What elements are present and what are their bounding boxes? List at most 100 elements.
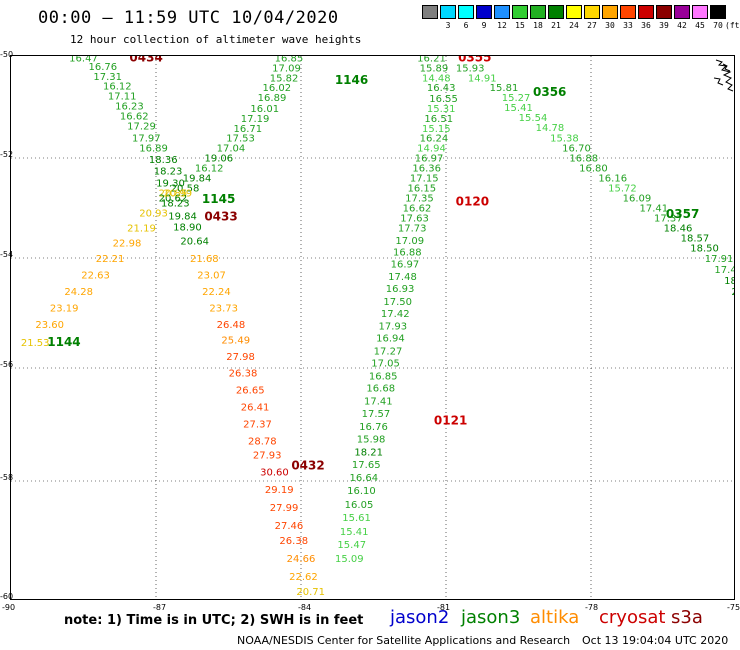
scale-label: 36	[641, 21, 651, 30]
page-subtitle: 12 hour collection of altimeter wave hei…	[70, 33, 362, 46]
wave-height-value: 18.50	[690, 244, 719, 255]
wave-height-value: 16.15	[408, 184, 437, 195]
wave-height-value: 16.97	[415, 154, 444, 165]
wave-height-value: 17.29	[127, 121, 156, 132]
wave-height-value: 19.06	[205, 154, 234, 165]
wave-height-value: 22.21	[96, 254, 125, 265]
wave-height-value: 15.09	[335, 554, 364, 565]
wave-height-value: 17.11	[108, 92, 137, 103]
wave-height-value: 27.46	[275, 521, 304, 532]
wave-height-value: 16.24	[420, 134, 449, 145]
wave-height-value: 17.41	[364, 397, 393, 408]
wave-height-value: 20.58	[171, 184, 200, 195]
wave-height-value: 17.93	[379, 322, 408, 333]
wave-height-value: 15.89	[420, 63, 449, 74]
wave-height-value: 16.71	[234, 124, 263, 135]
wave-height-value: 20.85	[159, 189, 188, 200]
wave-height-value: 17.42	[714, 265, 735, 276]
scale-label: 70	[713, 21, 723, 30]
wave-height-value: 16.85	[369, 371, 398, 382]
scale-swatch	[710, 5, 726, 19]
wave-height-value: 17.50	[383, 297, 412, 308]
pass-time-label: 1146	[335, 73, 368, 87]
wave-height-value: 16.89	[139, 144, 168, 155]
wave-height-value: 16.80	[579, 164, 608, 175]
wave-height-value: 16.23	[115, 101, 144, 112]
satellite-name: altika	[530, 607, 580, 628]
wave-height-value: 16.10	[347, 486, 376, 497]
wave-height-value: 16.05	[345, 500, 374, 511]
wave-height-value: 17.97	[132, 134, 161, 145]
wave-height-value: 15.27	[502, 93, 531, 104]
latitude-label: -50	[0, 50, 14, 59]
wave-height-value: 15.31	[427, 104, 456, 115]
scale-swatch	[458, 5, 474, 19]
wave-height-value: 15.54	[519, 113, 548, 124]
wave-height-value: 28.78	[248, 436, 277, 447]
scale-swatch	[584, 5, 600, 19]
wave-height-value: 20.93	[139, 209, 168, 220]
wave-height-value: 14.48	[422, 73, 451, 84]
wave-height-value: 21.68	[190, 254, 219, 265]
wave-height-value: 15.61	[342, 513, 371, 524]
wave-height-value: 15.81	[490, 83, 519, 94]
wave-height-value: 16.16	[598, 174, 627, 185]
scale-label: 39	[659, 21, 669, 30]
wave-height-value: 27.98	[226, 352, 255, 363]
wave-height-value: 15.72	[608, 184, 637, 195]
scale-label: 18	[533, 21, 543, 30]
scale-swatch	[638, 5, 654, 19]
wave-height-value: 18.23	[154, 167, 183, 178]
wave-height-value: 17.05	[371, 358, 400, 369]
credit-text: NOAA/NESDIS Center for Satellite Applica…	[237, 634, 571, 647]
wave-height-value: 17.48	[388, 272, 417, 283]
wave-height-value: 18.23	[161, 199, 190, 210]
wave-height-value: 15.41	[504, 103, 533, 114]
wave-height-value: 17.73	[398, 224, 427, 235]
wave-height-value: 17.31	[93, 72, 122, 83]
scale-label: 21	[551, 21, 561, 30]
wave-height-value: 18.41	[724, 276, 735, 287]
wave-height-value: 24.66	[287, 554, 316, 565]
scale-swatch	[656, 5, 672, 19]
satellite-name: s3a	[671, 607, 703, 628]
map-canvas: 16.4716.7617.3116.1217.1116.2316.6217.29…	[11, 56, 735, 599]
wave-height-value: 16.94	[376, 334, 405, 345]
longitude-label: -81	[437, 603, 451, 612]
wave-height-value: 20.71	[296, 587, 325, 598]
wave-height-value: 16.51	[424, 114, 453, 125]
longitude-label: -84	[298, 603, 312, 612]
wave-height-value: 17.15	[410, 174, 439, 185]
wave-height-value: 17.09	[272, 63, 301, 74]
wave-height-value: 29.19	[265, 485, 294, 496]
footer-note: note: 1) Time is in UTC; 2) SWH is in fe…	[64, 613, 364, 628]
wave-height-value: 25.49	[221, 335, 250, 346]
wave-height-value: 23.60	[35, 320, 64, 331]
pass-time-label: 0356	[533, 85, 566, 99]
wave-height-value: 17.04	[217, 144, 246, 155]
wave-height-value: 17.53	[226, 134, 255, 145]
wave-height-value: 15.93	[456, 63, 485, 74]
scale-label: 33	[623, 21, 633, 30]
scale-label: 3	[445, 21, 451, 30]
satellite-name: jason3	[461, 607, 521, 628]
longitude-label: -78	[585, 603, 599, 612]
scale-label: 12	[497, 21, 507, 30]
wave-height-value: 17.65	[352, 460, 381, 471]
scale-swatch	[494, 5, 510, 19]
wave-height-value: 17.63	[400, 214, 429, 225]
latitude-label: -54	[0, 250, 14, 259]
wave-height-value: 16.62	[403, 204, 432, 215]
scale-label: 15	[515, 21, 525, 30]
wave-height-value: 17.27	[374, 346, 403, 357]
wave-height-value: 19.84	[168, 212, 197, 223]
wave-height-value: 16.09	[623, 194, 652, 205]
wave-height-value: 18.21	[354, 448, 383, 459]
latitude-label: -52	[0, 150, 14, 159]
wave-height-value: 15.15	[422, 124, 451, 135]
wave-height-value: 16.62	[120, 111, 149, 122]
wave-height-value: 15.82	[270, 73, 299, 84]
wave-height-value: 17.91	[705, 254, 734, 265]
pass-time-label: 0433	[204, 210, 237, 224]
